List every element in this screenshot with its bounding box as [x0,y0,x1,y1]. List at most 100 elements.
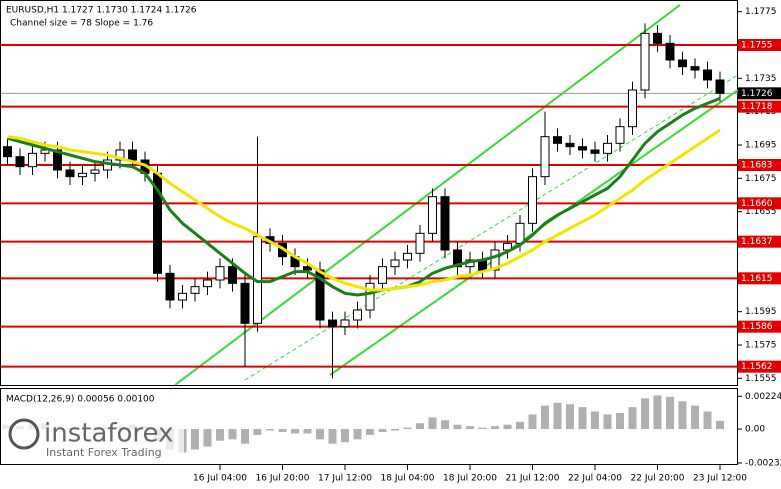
candle-body [615,126,625,144]
level-label: 1.1660 [741,199,773,209]
channel [174,4,739,386]
candle-body [378,266,387,284]
y-tick-label: 0.00 [745,425,765,435]
candle-body [628,89,637,128]
main-plot [1,23,738,379]
candle-body [703,69,712,81]
level-label-bg [738,360,781,373]
candle-body [203,279,212,288]
macd-bar [353,429,362,440]
candle-body [215,266,225,281]
y-tick-label: 1.1735 [745,74,777,84]
candle-body [3,146,12,158]
macd-bar [516,421,524,430]
candle-body [403,252,412,261]
level-label-bg [738,159,781,171]
candle-body [128,149,137,161]
macd-bar [678,401,687,430]
macd-bar [503,424,512,430]
macd-bar [616,412,624,430]
macd-plot [3,395,724,453]
macd-bar [278,429,287,432]
macd-bar [191,429,199,450]
macd-bar [416,423,424,430]
x-tick-label: 16 Jul 04:00 [193,474,247,484]
level-label: 1.1755 [741,41,773,51]
logo-name: instaforex [44,419,173,449]
macd-bar [266,429,274,431]
candle-body [115,149,125,161]
candle-body [328,319,337,328]
candle-body [390,259,400,268]
level-label-bg [738,235,781,248]
candle-body [353,309,362,321]
candle-body [190,286,200,294]
x-tick-label: 18 Jul 20:00 [443,474,497,484]
last-price-bg [738,87,781,100]
level-label-bg [738,197,781,210]
candle-body [528,176,537,224]
macd-bar [228,429,237,440]
macd-bar [453,424,462,430]
channel-mid [244,74,739,381]
x-tick-label: 22 Jul 04:00 [568,474,622,484]
level-label-bg [738,320,781,333]
moving-average [7,128,721,292]
candle-body [553,136,562,144]
chart-title: EURUSD,H1 1.1727 1.1730 1.1724 1.1726 [6,6,197,16]
level-label-bg [738,272,781,285]
macd-bar [566,404,574,430]
candle-body [515,222,525,244]
macd-bar [491,426,499,430]
y-tick-label: 1.1655 [745,207,777,217]
candle-body [490,249,500,271]
macd-bar [541,405,549,430]
macd-bar [466,426,474,430]
macd-bar [478,427,487,430]
y-tick-label: 0.00224 [745,392,781,402]
candle-body [578,146,587,151]
y-tick-label: 1.1575 [745,341,777,351]
level-label: 1.1615 [741,274,773,284]
macd-bar [666,396,674,430]
macd-bar [203,429,212,447]
main-frame [0,0,738,386]
logo-icon [8,418,40,450]
macd-bar [603,414,612,430]
candle-body [603,142,612,154]
y-tick-label: 1.1675 [745,174,777,184]
y-tick-label: 1.1775 [745,7,777,17]
candle-body [165,272,175,301]
candle-body [678,59,687,68]
macd-bar [641,398,649,430]
macd-bar [553,402,562,430]
macd-bar [528,414,537,430]
candle-body [78,172,87,178]
macd-bar [578,407,587,430]
macd-frame [0,388,738,465]
candle-body [653,32,662,44]
macd-bar [341,429,349,443]
candle-body [53,149,62,171]
candle-body [540,136,550,178]
logo-bg [4,412,184,464]
moving-average [7,96,721,297]
macd-title: MACD(12,26,9) 0.00056 0.00100 [6,395,155,405]
macd-bar [378,429,387,432]
macd-bar [441,420,449,430]
x-tick-label: 21 Jul 12:00 [506,474,560,484]
logo-tagline: Instant Forex Trading [46,446,162,459]
candle-body [665,42,675,61]
macd-bar [391,429,399,431]
x-tick-label: 16 Jul 20:00 [256,474,310,484]
level-label: 1.1562 [741,362,773,372]
macd-bar [216,429,224,441]
macd-bar [628,407,637,430]
level-label-bg [738,100,781,113]
level-label: 1.1718 [741,102,773,112]
candle-body [715,79,725,94]
level-label: 1.1586 [741,322,773,332]
level-label: 1.1637 [741,237,773,247]
macd-bar [653,395,662,430]
x-tick-label: 17 Jul 12:00 [318,474,372,484]
